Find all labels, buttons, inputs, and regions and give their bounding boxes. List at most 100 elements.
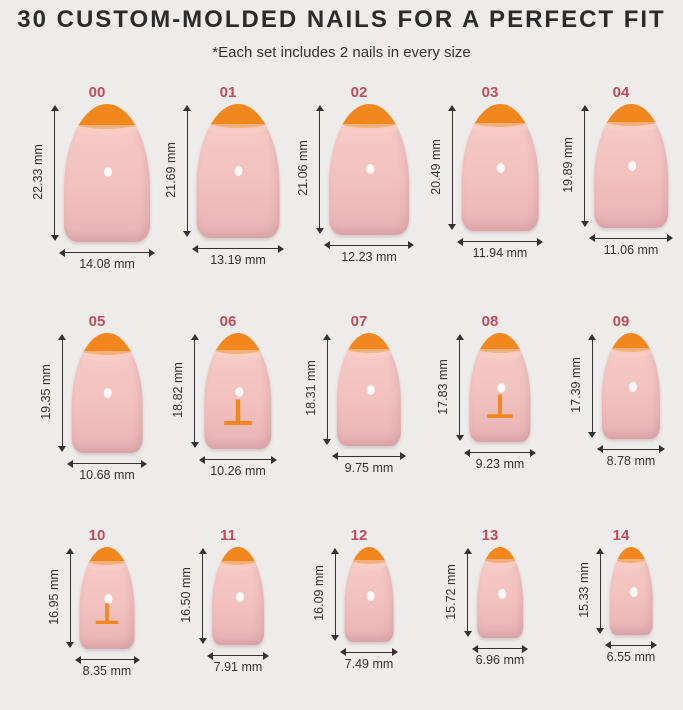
nail-shape xyxy=(477,547,523,639)
length-label: 22.33 mm xyxy=(31,144,45,200)
width-label: 6.55 mm xyxy=(606,649,656,664)
width-arrow xyxy=(339,648,399,657)
nail-size-04: 04 19.89 mm 11.06 mm xyxy=(555,84,683,278)
nail-shine xyxy=(235,592,244,603)
nail-shape xyxy=(601,333,661,439)
nail-size-14: 14 15.33 mm 6.55 mm xyxy=(555,527,683,685)
nail-size-00: 00 22.33 mm 14.08 mm xyxy=(31,84,163,292)
french-tip xyxy=(609,547,653,569)
nail-shine xyxy=(628,160,637,171)
length-arrow xyxy=(198,547,207,645)
nail-size-07: 07 18.31 mm 9.75 mm xyxy=(293,313,425,496)
width-arrow xyxy=(207,651,269,660)
width-label: 8.35 mm xyxy=(82,664,132,678)
nail-shape xyxy=(609,547,653,635)
nail-size-09: 09 17.39 mm 8.78 mm xyxy=(555,313,683,489)
nail-size-08: 08 ⊥ 17.83 mm 9.23 mm xyxy=(424,313,556,492)
french-tip xyxy=(594,104,668,133)
french-tip xyxy=(64,104,150,135)
width-label: 9.23 mm xyxy=(475,457,525,472)
french-tip xyxy=(212,547,264,571)
width-arrow xyxy=(59,248,155,257)
width-label: 7.49 mm xyxy=(344,656,394,671)
size-number: 10 xyxy=(88,527,106,544)
nail-shine xyxy=(496,162,505,173)
nail-shine xyxy=(234,165,243,176)
length-label: 18.31 mm xyxy=(303,360,318,417)
width-label: 14.08 mm xyxy=(79,257,135,271)
french-tip xyxy=(196,104,280,135)
length-label: 15.33 mm xyxy=(576,562,591,618)
size-number: 07 xyxy=(350,313,368,330)
length-arrow xyxy=(596,548,605,634)
length-arrow xyxy=(588,334,597,438)
length-arrow xyxy=(323,334,332,445)
length-arrow xyxy=(315,105,324,234)
french-tip xyxy=(461,104,539,133)
length-label: 20.49 mm xyxy=(428,138,443,195)
width-label: 12.23 mm xyxy=(341,249,397,264)
width-label: 10.68 mm xyxy=(79,468,135,482)
length-arrow xyxy=(58,334,67,452)
brand-logo-icon: ⊥ xyxy=(483,387,517,427)
width-label: 9.75 mm xyxy=(344,460,394,475)
nail-size-12: 12 16.09 mm 7.49 mm xyxy=(293,527,425,692)
length-arrow xyxy=(66,548,74,648)
length-label: 19.35 mm xyxy=(38,364,53,420)
length-label: 17.83 mm xyxy=(436,358,451,415)
size-number: 06 xyxy=(219,313,237,330)
nail-shape xyxy=(594,104,668,228)
nail-size-13: 13 15.72 mm 6.96 mm xyxy=(424,527,556,688)
size-number: 00 xyxy=(88,84,106,101)
nail-shine xyxy=(366,384,375,395)
width-arrow xyxy=(331,452,407,461)
length-label: 21.69 mm xyxy=(163,142,178,198)
length-arrow xyxy=(463,547,472,638)
brand-logo-icon: ⊥ xyxy=(220,390,256,434)
nail-shine xyxy=(629,587,638,598)
width-arrow xyxy=(596,445,666,454)
nail-size-05: 05 19.35 mm 10.68 mm xyxy=(31,313,163,503)
nail-shape: ⊥ xyxy=(79,547,135,649)
width-arrow xyxy=(589,234,673,243)
french-tip xyxy=(469,333,531,359)
size-number: 04 xyxy=(612,84,630,101)
width-arrow xyxy=(324,241,414,250)
nail-shape xyxy=(329,104,409,235)
nail-shine xyxy=(235,386,244,397)
nail-shape xyxy=(336,333,402,446)
width-label: 7.91 mm xyxy=(213,660,263,675)
nail-shine xyxy=(367,590,376,601)
width-arrow xyxy=(199,455,278,464)
nail-shape xyxy=(461,104,539,232)
size-number: 12 xyxy=(350,527,368,544)
french-tip xyxy=(336,333,402,360)
nail-shine xyxy=(104,593,113,604)
nail-size-11: 11 16.50 mm 7.91 mm xyxy=(162,527,294,695)
brand-logo-icon: ⊥ xyxy=(92,597,122,632)
size-number: 14 xyxy=(612,527,630,544)
width-label: 10.26 mm xyxy=(210,464,266,479)
length-arrow xyxy=(455,333,464,442)
french-tip xyxy=(79,547,135,572)
nail-shape xyxy=(344,547,394,642)
width-arrow xyxy=(472,644,528,653)
size-number: 03 xyxy=(481,84,499,101)
size-number: 09 xyxy=(612,313,630,330)
width-label: 11.94 mm xyxy=(472,246,528,261)
length-arrow xyxy=(580,105,589,227)
length-label: 15.72 mm xyxy=(444,563,459,620)
nail-size-02: 02 21.06 mm 12.23 mm xyxy=(293,84,425,285)
nail-shine xyxy=(498,588,507,599)
width-label: 6.96 mm xyxy=(475,653,525,668)
length-label: 18.82 mm xyxy=(171,362,186,418)
length-arrow xyxy=(448,104,457,231)
length-arrow xyxy=(190,333,199,449)
nail-shape xyxy=(196,104,280,239)
length-arrow xyxy=(50,105,59,241)
length-label: 19.89 mm xyxy=(561,137,576,193)
width-arrow xyxy=(74,655,140,664)
length-label: 16.95 mm xyxy=(46,569,61,625)
size-number: 11 xyxy=(220,527,236,544)
french-tip xyxy=(601,333,661,358)
